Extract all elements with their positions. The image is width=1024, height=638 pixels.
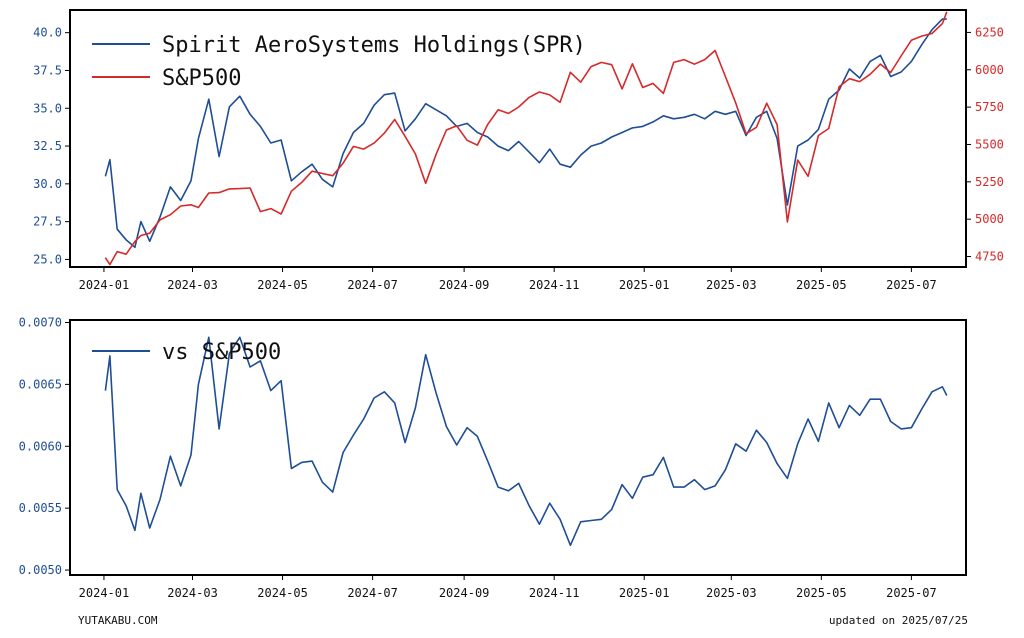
x-tick-label: 2025-07 bbox=[886, 586, 937, 600]
right-tick-label: 4750 bbox=[975, 250, 1004, 264]
left-tick-label: 27.5 bbox=[33, 215, 62, 229]
top-series-group bbox=[104, 11, 948, 266]
site-credit: YUTAKABU.COM bbox=[78, 614, 158, 627]
x-tick-label: 2025-05 bbox=[796, 586, 847, 600]
left-tick-label: 30.0 bbox=[33, 177, 62, 191]
left-tick-label: 32.5 bbox=[33, 139, 62, 153]
bottom-legend: vs S&P500 bbox=[92, 340, 281, 365]
left-tick-label: 0.0070 bbox=[19, 315, 62, 329]
x-tick-label: 2025-05 bbox=[796, 278, 847, 292]
x-tick-label: 2024-07 bbox=[347, 586, 398, 600]
right-tick-label: 6250 bbox=[975, 25, 1004, 39]
legend-label-ratio: vs S&P500 bbox=[162, 340, 281, 365]
top-chart-frame bbox=[69, 9, 967, 268]
top-right-axis: 4750 5000 5250 5500 5750 6000 6250 bbox=[966, 25, 1004, 264]
bottom-chart-frame bbox=[69, 319, 967, 576]
top-chart-panel: 25.0 27.5 30.0 32.5 35.0 37.5 40.0 4750 5000 525… bbox=[33, 9, 1004, 292]
x-tick-label: 2024-05 bbox=[257, 278, 308, 292]
x-tick-label: 2024-03 bbox=[167, 586, 218, 600]
legend-label-sp500: S&P500 bbox=[162, 66, 241, 91]
right-tick-label: 5250 bbox=[975, 175, 1004, 189]
left-tick-label: 25.0 bbox=[33, 252, 62, 266]
bottom-x-axis: 2024-01 2024-03 2024-05 2024-07 2024-09 2024-… bbox=[79, 575, 937, 600]
series-line-0 bbox=[104, 336, 948, 547]
left-tick-label: 35.0 bbox=[33, 101, 62, 115]
x-tick-label: 2024-01 bbox=[79, 278, 130, 292]
left-tick-label: 40.0 bbox=[33, 26, 62, 40]
x-tick-label: 2024-07 bbox=[347, 278, 398, 292]
right-tick-label: 5500 bbox=[975, 137, 1004, 151]
x-tick-label: 2024-01 bbox=[79, 586, 130, 600]
x-tick-label: 2025-03 bbox=[706, 278, 757, 292]
x-tick-label: 2024-05 bbox=[257, 586, 308, 600]
x-tick-label: 2025-07 bbox=[886, 278, 937, 292]
left-tick-label: 0.0050 bbox=[19, 563, 62, 577]
right-tick-label: 6000 bbox=[975, 63, 1004, 77]
left-tick-label: 0.0055 bbox=[19, 501, 62, 515]
right-tick-label: 5750 bbox=[975, 100, 1004, 114]
updated-date: updated on 2025/07/25 bbox=[828, 614, 968, 627]
left-tick-label: 37.5 bbox=[33, 63, 62, 77]
left-tick-label: 0.0060 bbox=[19, 439, 62, 453]
x-tick-label: 2024-11 bbox=[529, 586, 580, 600]
x-tick-label: 2024-09 bbox=[439, 278, 490, 292]
x-tick-label: 2025-03 bbox=[706, 586, 757, 600]
series-line-0 bbox=[104, 18, 947, 249]
top-x-axis: 2024-01 2024-03 2024-05 2024-07 2024-09 2024-… bbox=[79, 267, 937, 292]
bottom-left-axis: 0.0050 0.0055 0.0060 0.0065 0.0070 bbox=[19, 315, 70, 577]
x-tick-label: 2025-01 bbox=[619, 278, 670, 292]
x-tick-label: 2024-09 bbox=[439, 586, 490, 600]
top-left-axis: 25.0 27.5 30.0 32.5 35.0 37.5 40.0 bbox=[33, 26, 70, 266]
bottom-series-group bbox=[104, 336, 948, 547]
x-tick-label: 2024-11 bbox=[529, 278, 580, 292]
series-line-1 bbox=[104, 11, 948, 266]
legend-label-spr: Spirit AeroSystems Holdings(SPR) bbox=[162, 33, 586, 58]
top-legend: Spirit AeroSystems Holdings(SPR) S&P500 bbox=[92, 33, 586, 91]
left-tick-label: 0.0065 bbox=[19, 377, 62, 391]
x-tick-label: 2024-03 bbox=[167, 278, 218, 292]
right-tick-label: 5000 bbox=[975, 212, 1004, 226]
x-tick-label: 2025-01 bbox=[619, 586, 670, 600]
